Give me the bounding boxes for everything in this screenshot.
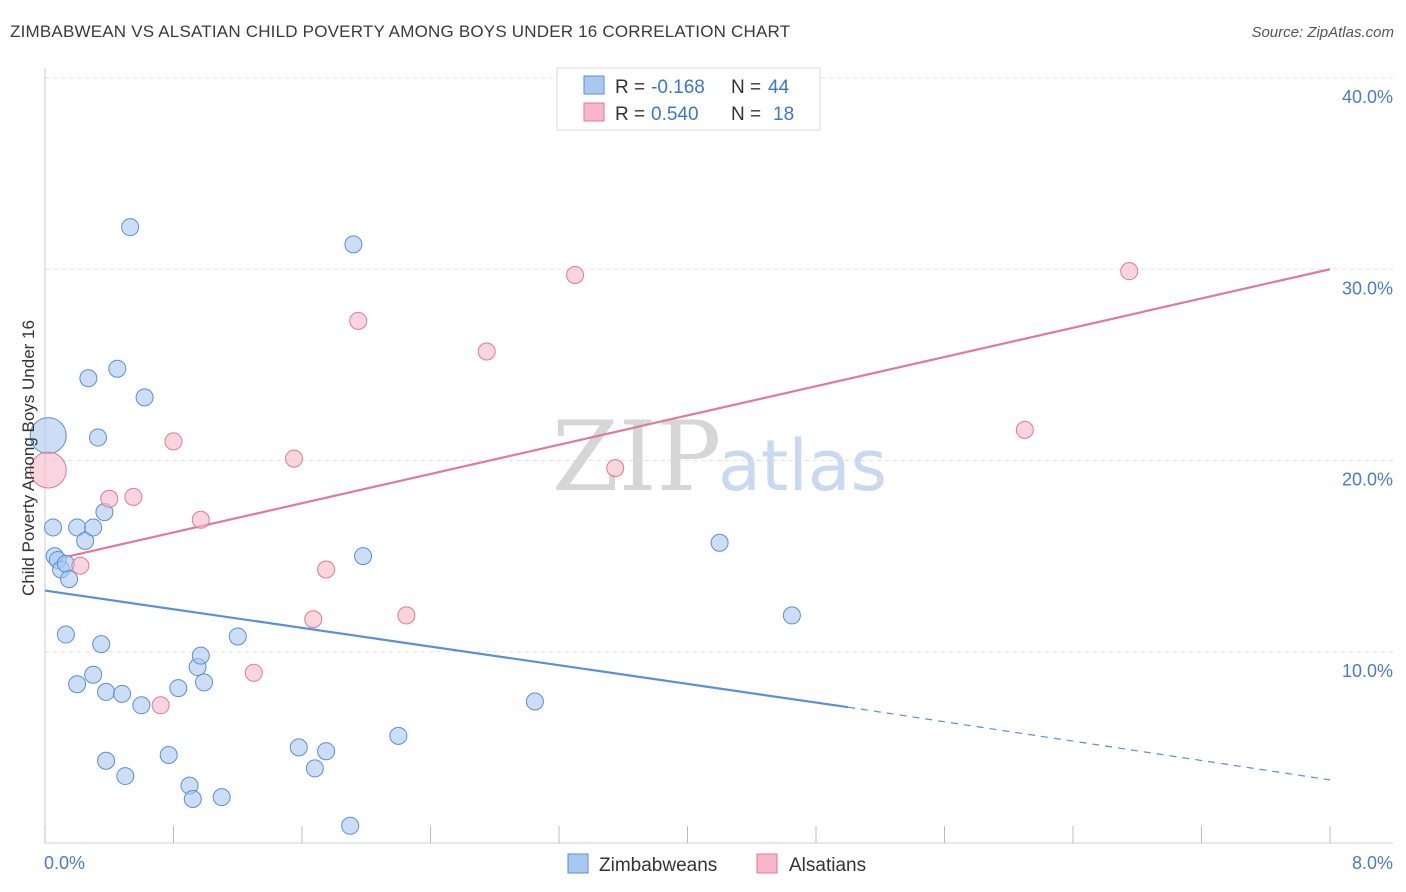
- point-zimbabweans-23: [113, 684, 132, 703]
- point-zimbabweans-26: [169, 679, 188, 698]
- point-zimbabweans-30: [191, 646, 210, 665]
- point-alsatians-16: [1015, 420, 1034, 439]
- point-zimbabweans-13: [108, 359, 127, 378]
- legend-n-label-1: N =: [731, 77, 761, 98]
- legend-r-label-2: R =: [615, 104, 645, 125]
- point-alsatians-3: [124, 487, 143, 506]
- trend-line-extension-zimbabweans: [848, 706, 1331, 781]
- point-zimbabweans-17: [56, 625, 75, 644]
- trend-line-alsatians: [60, 268, 1331, 560]
- point-alsatians-5: [164, 432, 183, 451]
- grid-lines: [45, 77, 1393, 653]
- point-alsatians-11: [349, 311, 368, 330]
- point-zimbabweans-24: [116, 767, 135, 786]
- data-points: [29, 218, 1139, 835]
- chart-title: ZIMBABWEAN VS ALSATIAN CHILD POVERTY AMO…: [10, 22, 791, 41]
- y-axis-label: Child Poverty Among Boys Under 16: [19, 320, 38, 596]
- point-alsatians-12: [397, 606, 416, 625]
- bottom-legend-swatch-alsatians: [756, 853, 778, 874]
- legend-n-value-1: 44: [768, 77, 790, 98]
- point-zimbabweans-19: [84, 665, 103, 684]
- bottom-legend-label-zimbabweans: Zimbabweans: [599, 855, 717, 876]
- point-zimbabweans-43: [782, 606, 801, 625]
- bottom-legend: Zimbabweans Alsatians: [567, 853, 866, 876]
- point-zimbabweans-25: [159, 746, 178, 765]
- trend-line-zimbabweans: [44, 589, 849, 709]
- point-alsatians-7: [244, 663, 263, 682]
- y-tick-label-2: 30.0%: [1342, 278, 1393, 298]
- point-alsatians-4: [151, 696, 170, 715]
- y-tick-label-0: 10.0%: [1342, 661, 1393, 681]
- y-tick-label-3: 40.0%: [1342, 87, 1393, 107]
- point-zimbabweans-34: [289, 738, 308, 757]
- y-tick-labels: 10.0% 20.0% 30.0% 40.0%: [1342, 87, 1393, 681]
- legend-n-label-2: N =: [731, 104, 761, 125]
- point-zimbabweans-38: [354, 547, 373, 566]
- point-zimbabweans-40: [389, 726, 408, 745]
- point-alsatians-13: [477, 342, 496, 361]
- point-alsatians-15: [606, 459, 625, 478]
- source-label: Source: ZipAtlas.com: [1251, 24, 1394, 41]
- point-zimbabweans-31: [195, 673, 214, 692]
- point-zimbabweans-14: [121, 218, 140, 237]
- point-zimbabweans-8: [76, 531, 95, 550]
- watermark-zip: ZIP: [552, 401, 721, 513]
- point-zimbabweans-41: [525, 692, 544, 711]
- point-zimbabweans-6: [60, 570, 79, 589]
- point-zimbabweans-1: [44, 518, 63, 537]
- point-zimbabweans-39: [344, 235, 363, 254]
- point-alsatians-6: [191, 510, 210, 529]
- legend-r-label-1: R =: [615, 77, 645, 98]
- point-alsatians-10: [317, 560, 336, 579]
- point-zimbabweans-32: [212, 788, 231, 807]
- point-alsatians-9: [304, 610, 323, 629]
- point-zimbabweans-36: [317, 742, 336, 761]
- point-zimbabweans-20: [92, 635, 111, 654]
- point-alsatians-1: [71, 556, 90, 575]
- point-zimbabweans-18: [68, 675, 87, 694]
- point-alsatians-17: [1120, 262, 1139, 281]
- bottom-legend-label-alsatians: Alsatians: [789, 855, 866, 876]
- point-zimbabweans-15: [135, 388, 154, 407]
- legend-swatch-zimbabweans: [583, 75, 605, 95]
- point-zimbabweans-28: [183, 790, 202, 809]
- point-alsatians-8: [284, 449, 303, 468]
- legend: R = -0.168 N = 44 R = 0.540 N = 18: [556, 67, 821, 131]
- bottom-legend-swatch-zimbabweans: [567, 853, 589, 874]
- trend-lines: [44, 268, 1331, 781]
- y-tick-label-1: 20.0%: [1342, 470, 1393, 490]
- point-zimbabweans-37: [341, 816, 360, 835]
- legend-swatch-alsatians: [583, 102, 605, 122]
- point-alsatians-2: [100, 489, 119, 508]
- point-zimbabweans-21: [97, 751, 116, 770]
- point-alsatians-0: [29, 451, 67, 489]
- watermark-atlas: atlas: [718, 425, 887, 507]
- point-zimbabweans-16: [132, 696, 151, 715]
- point-zimbabweans-10: [79, 369, 98, 388]
- point-zimbabweans-35: [305, 759, 324, 778]
- x-tick-label-min: 0.0%: [44, 853, 85, 873]
- legend-n-value-2: 18: [773, 104, 794, 125]
- point-zimbabweans-33: [228, 627, 247, 646]
- legend-r-value-2: 0.540: [651, 104, 699, 125]
- point-zimbabweans-42: [710, 533, 729, 552]
- point-zimbabweans-9: [84, 518, 103, 537]
- x-tick-label-max: 8.0%: [1352, 853, 1393, 873]
- point-alsatians-14: [566, 265, 585, 284]
- legend-r-value-1: -0.168: [651, 77, 705, 98]
- point-zimbabweans-22: [97, 682, 116, 701]
- point-zimbabweans-11: [89, 428, 108, 447]
